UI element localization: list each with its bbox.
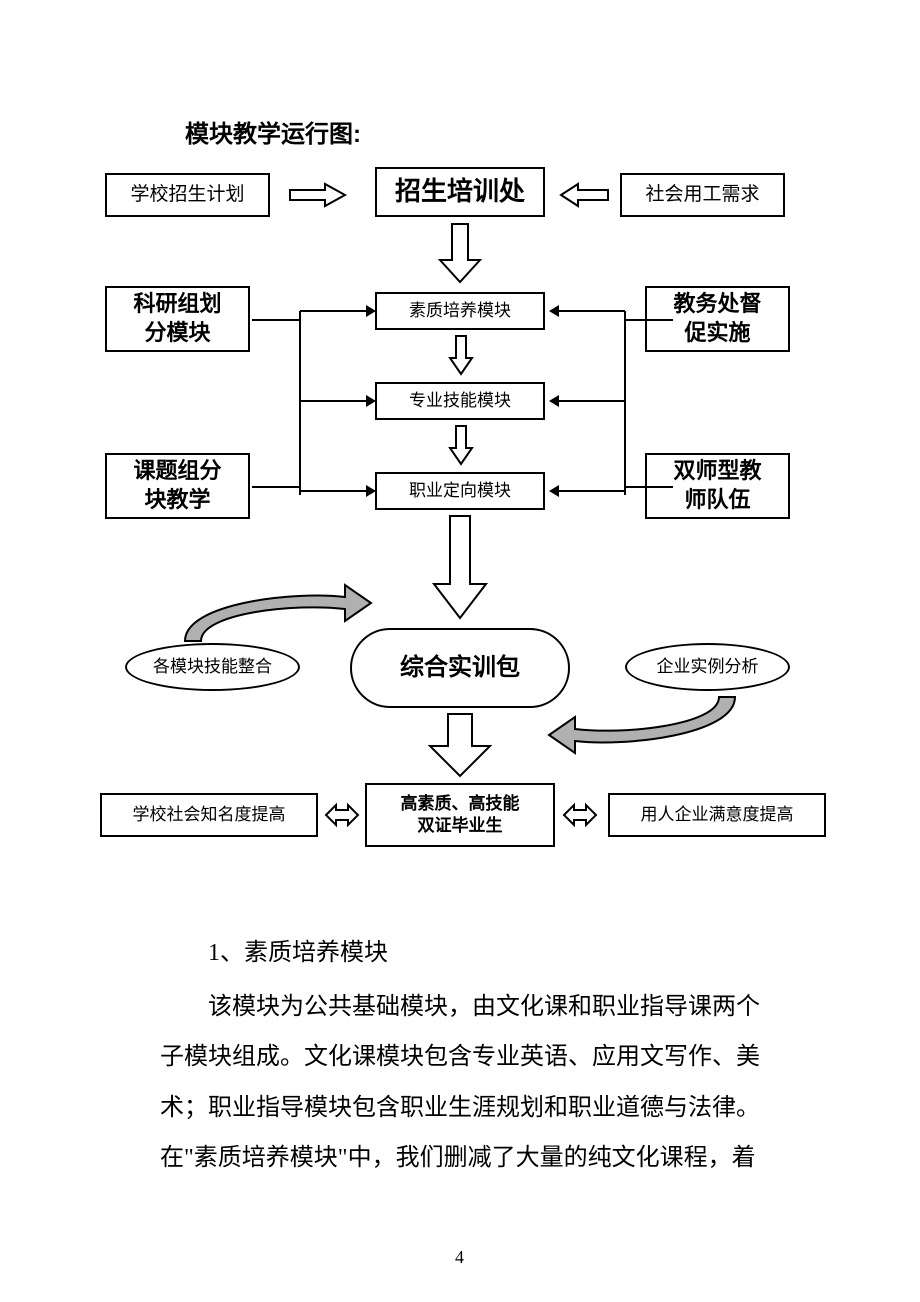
node-admissions: 招生培训处 — [375, 167, 545, 217]
node-career-mod: 职业定向模块 — [375, 472, 545, 510]
section-heading: 1、素质培养模块 — [208, 932, 388, 967]
arrow-down-icon — [448, 424, 474, 468]
connector-lines — [545, 295, 675, 515]
node-school-fame: 学校社会知名度提高 — [100, 793, 318, 837]
node-graduate: 高素质、高技能双证毕业生 — [365, 783, 555, 847]
node-employer-sat: 用人企业满意度提高 — [608, 793, 826, 837]
node-label: 双师型教师队伍 — [673, 457, 761, 514]
node-label: 综合实训包 — [400, 652, 520, 683]
arrow-left-icon — [558, 180, 613, 210]
node-social-demand: 社会用工需求 — [620, 173, 785, 217]
arrow-down-icon — [448, 334, 474, 378]
node-label: 用人企业满意度提高 — [641, 804, 794, 826]
node-label: 专业技能模块 — [409, 390, 511, 412]
arrow-down-icon — [426, 712, 494, 780]
node-label: 企业实例分析 — [657, 656, 759, 678]
node-label: 各模块技能整合 — [153, 656, 272, 678]
node-school-plan: 学校招生计划 — [105, 173, 270, 217]
page-number: 4 — [455, 1247, 464, 1268]
node-topic-group: 课题组分块教学 — [105, 453, 250, 519]
node-label: 学校社会知名度提高 — [133, 804, 286, 826]
curved-arrow-icon — [175, 583, 375, 653]
diagram-title: 模块教学运行图: — [185, 114, 361, 149]
arrow-down-icon — [438, 222, 482, 286]
connector-lines — [250, 295, 380, 515]
node-label: 教务处督促实施 — [673, 290, 761, 347]
double-arrow-icon — [560, 800, 600, 830]
node-label: 学校招生计划 — [130, 183, 244, 208]
node-label: 素质培养模块 — [409, 300, 511, 322]
arrow-right-icon — [285, 180, 355, 210]
node-label: 科研组划分模块 — [133, 290, 221, 347]
node-quality-mod: 素质培养模块 — [375, 292, 545, 330]
diagram-title-text: 模块教学运行图: — [185, 121, 361, 148]
double-arrow-icon — [322, 800, 362, 830]
node-enterprise: 企业实例分析 — [625, 643, 790, 691]
node-label: 高素质、高技能双证毕业生 — [401, 793, 520, 837]
node-label: 职业定向模块 — [409, 480, 511, 502]
node-training-package: 综合实训包 — [350, 628, 570, 708]
section-heading-text: 1、素质培养模块 — [208, 940, 388, 966]
node-research-group: 科研组划分模块 — [105, 286, 250, 352]
curved-arrow-icon — [545, 685, 745, 755]
node-label: 招生培训处 — [395, 175, 525, 209]
body-paragraph: 该模块为公共基础模块，由文化课和职业指导课两个子模块组成。文化课模块包含专业英语… — [160, 982, 760, 1184]
arrow-down-icon — [430, 514, 490, 624]
body-paragraph-text: 该模块为公共基础模块，由文化课和职业指导课两个子模块组成。文化课模块包含专业英语… — [160, 994, 760, 1171]
node-label: 课题组分块教学 — [133, 457, 221, 514]
node-label: 社会用工需求 — [645, 183, 759, 208]
page-number-text: 4 — [455, 1247, 464, 1267]
node-skill-mod: 专业技能模块 — [375, 382, 545, 420]
